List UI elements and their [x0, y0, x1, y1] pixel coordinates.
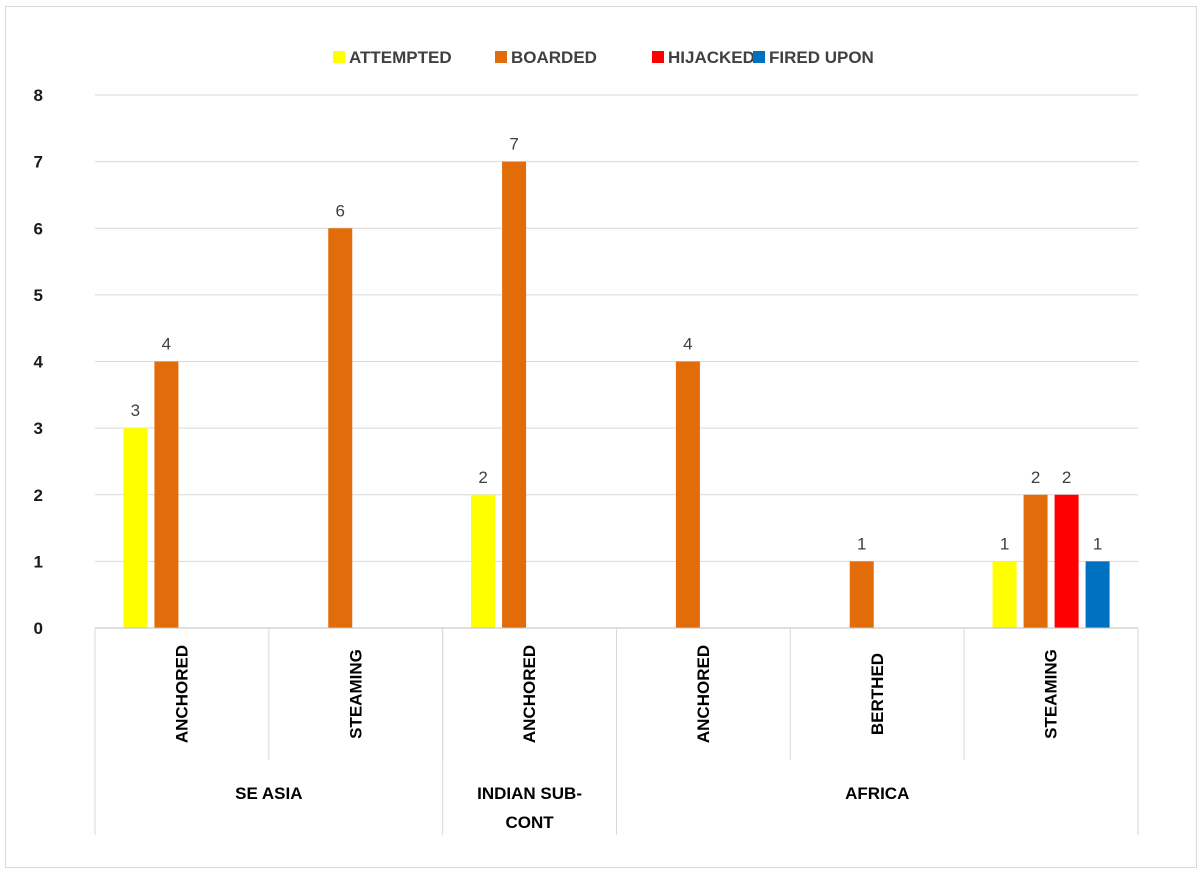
data-label: 1 [1000, 534, 1009, 553]
category-label: STEAMING [346, 649, 365, 739]
category-label: BERTHED [868, 653, 887, 735]
data-label: 1 [857, 534, 866, 553]
bars [123, 161, 1110, 628]
y-tick-label: 6 [34, 219, 43, 238]
legend-label: ATTEMPTED [349, 48, 452, 67]
bar-attempted [123, 428, 148, 628]
bar-attempted [471, 494, 496, 628]
bar-hijacked [1054, 494, 1079, 628]
data-label: 2 [478, 468, 487, 487]
data-label: 4 [162, 335, 171, 354]
data-label: 6 [336, 201, 345, 220]
y-tick-label: 0 [34, 619, 43, 638]
group-label-line2: CONT [505, 813, 554, 832]
bar-boarded [1023, 494, 1048, 628]
y-tick-label: 5 [34, 286, 43, 305]
data-label: 2 [1062, 468, 1071, 487]
legend-swatch [652, 51, 664, 63]
data-label: 4 [683, 335, 692, 354]
category-label: STEAMING [1042, 649, 1061, 739]
gridlines [95, 94, 1138, 562]
legend-label: HIJACKED [668, 48, 755, 67]
y-tick-label: 4 [34, 353, 44, 372]
legend-swatch [753, 51, 765, 63]
legend-label: FIRED UPON [769, 48, 874, 67]
bar-boarded [502, 161, 527, 628]
legend-label: BOARDED [511, 48, 597, 67]
bar-boarded [328, 228, 353, 628]
group-label: SE ASIA [235, 784, 302, 803]
data-label: 1 [1093, 534, 1102, 553]
x-axis [94, 627, 1139, 835]
bar-boarded [675, 361, 700, 628]
bar-boarded [849, 561, 874, 628]
legend: ATTEMPTED BOARDED HIJACKED FIRED UPON [333, 48, 874, 67]
y-tick-label: 2 [34, 486, 43, 505]
y-axis-tick-labels: 0 1 2 3 4 5 6 7 8 [34, 86, 44, 638]
group-label: INDIAN SUB- [477, 784, 582, 803]
y-tick-label: 1 [34, 552, 43, 571]
data-labels: 3 4 6 2 7 4 1 1 2 2 1 [131, 135, 1103, 554]
legend-swatch [495, 51, 507, 63]
category-labels: ANCHORED STEAMING ANCHORED ANCHORED BERTHED S… [172, 645, 1060, 743]
group-labels: SE ASIA INDIAN SUB- CONT AFRICA [235, 784, 909, 832]
category-label: ANCHORED [694, 645, 713, 743]
data-label: 3 [131, 401, 140, 420]
y-tick-label: 3 [34, 419, 43, 438]
data-label: 7 [509, 135, 518, 154]
legend-swatch [333, 51, 345, 63]
chart-frame [5, 6, 1197, 868]
y-tick-label: 8 [34, 86, 43, 105]
y-tick-label: 7 [34, 153, 43, 172]
category-label: ANCHORED [172, 645, 191, 743]
category-label: ANCHORED [520, 645, 539, 743]
bar-attempted [992, 561, 1017, 628]
group-label: AFRICA [845, 784, 909, 803]
bar-boarded [154, 361, 179, 628]
bar-fired-upon [1085, 561, 1110, 628]
data-label: 2 [1031, 468, 1040, 487]
